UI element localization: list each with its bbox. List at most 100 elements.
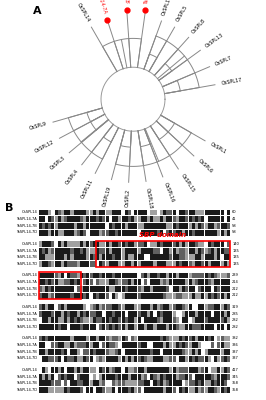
Bar <box>192 336 195 342</box>
Bar <box>173 311 176 317</box>
Bar <box>74 349 77 355</box>
Bar <box>205 387 207 393</box>
Bar <box>93 241 96 247</box>
Bar <box>153 336 156 342</box>
Bar <box>125 318 128 323</box>
Bar <box>157 241 160 247</box>
Bar <box>96 272 99 278</box>
Bar <box>96 304 99 310</box>
Bar <box>150 279 153 285</box>
Bar <box>128 279 131 285</box>
Bar <box>179 349 182 355</box>
Bar <box>55 356 57 362</box>
Bar <box>128 241 131 247</box>
Bar <box>96 216 99 222</box>
Bar <box>173 223 176 229</box>
Bar <box>42 311 45 317</box>
Bar <box>48 324 51 330</box>
Bar <box>80 311 83 317</box>
Bar <box>80 248 83 254</box>
Bar <box>182 286 185 292</box>
Bar <box>153 318 156 323</box>
Bar <box>80 374 83 380</box>
Bar <box>61 254 64 260</box>
Bar <box>198 387 201 393</box>
Bar <box>125 261 128 267</box>
Bar <box>189 248 192 254</box>
Bar <box>42 286 45 292</box>
Bar <box>227 318 230 323</box>
Bar <box>195 311 198 317</box>
Bar <box>157 272 160 278</box>
Bar <box>80 216 83 222</box>
Bar <box>224 342 227 348</box>
Bar <box>131 248 134 254</box>
Bar <box>74 336 77 342</box>
Bar <box>131 230 134 236</box>
Bar <box>179 254 182 260</box>
Bar <box>224 304 227 310</box>
Bar <box>153 248 156 254</box>
Bar <box>179 216 182 222</box>
Bar <box>192 349 195 355</box>
Bar <box>182 279 185 285</box>
Text: 285: 285 <box>232 312 239 316</box>
Text: OsSPL4: OsSPL4 <box>65 168 80 186</box>
Bar <box>144 356 147 362</box>
Bar <box>67 279 70 285</box>
Bar <box>99 279 102 285</box>
Bar <box>99 223 102 229</box>
Bar <box>58 349 61 355</box>
Bar <box>51 311 54 317</box>
Bar <box>86 216 89 222</box>
Bar <box>221 374 223 380</box>
Bar <box>173 356 176 362</box>
Bar <box>90 304 93 310</box>
Bar <box>112 279 115 285</box>
Bar <box>157 311 160 317</box>
Bar <box>147 387 150 393</box>
Bar <box>125 367 128 373</box>
Bar <box>122 272 124 278</box>
Bar <box>173 286 176 292</box>
Bar <box>122 342 124 348</box>
Bar <box>93 374 96 380</box>
Bar <box>176 223 179 229</box>
Bar <box>185 374 188 380</box>
Bar <box>128 318 131 323</box>
Bar <box>122 216 124 222</box>
Bar <box>201 230 204 236</box>
Bar <box>211 304 214 310</box>
Bar <box>179 230 182 236</box>
Bar <box>169 272 172 278</box>
Bar <box>189 367 192 373</box>
Bar <box>58 387 61 393</box>
Bar <box>80 380 83 386</box>
Bar <box>179 336 182 342</box>
Bar <box>138 304 140 310</box>
Bar <box>192 223 195 229</box>
Bar <box>96 241 230 267</box>
Bar <box>86 342 89 348</box>
Text: SBP domain: SBP domain <box>139 232 187 238</box>
Bar <box>195 210 198 216</box>
Bar <box>138 336 140 342</box>
Bar <box>51 380 54 386</box>
Bar <box>214 311 217 317</box>
Bar <box>160 261 163 267</box>
Bar <box>125 380 128 386</box>
Bar <box>211 216 214 222</box>
Bar <box>39 248 41 254</box>
Bar <box>182 318 185 323</box>
Bar <box>112 374 115 380</box>
Bar <box>102 356 105 362</box>
Bar <box>134 380 137 386</box>
Bar <box>160 324 163 330</box>
Bar <box>45 241 48 247</box>
Bar <box>195 261 198 267</box>
Bar <box>192 311 195 317</box>
Bar <box>102 367 105 373</box>
Bar <box>214 230 217 236</box>
Bar <box>144 230 147 236</box>
Bar <box>144 367 147 373</box>
